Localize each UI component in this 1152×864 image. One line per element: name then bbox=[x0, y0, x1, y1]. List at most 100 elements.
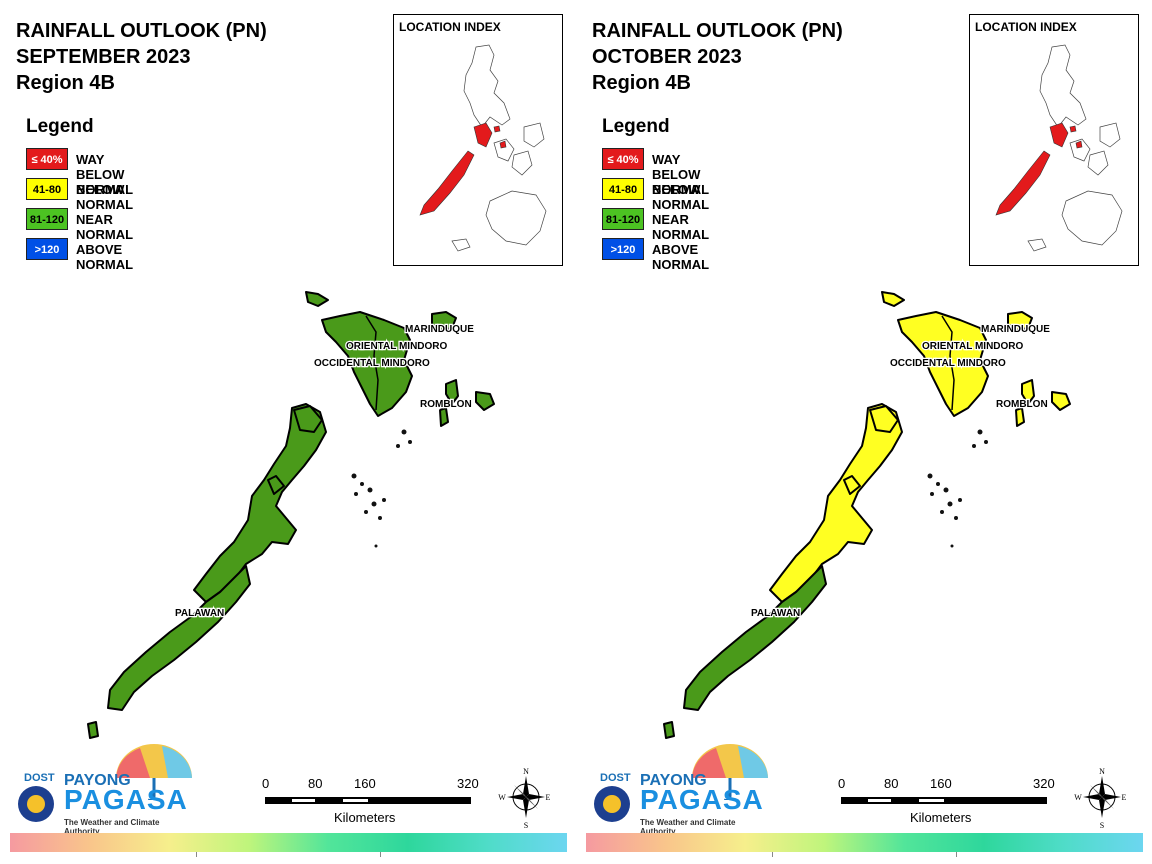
mindoro-provincial-boundary bbox=[365, 315, 379, 411]
dost-seal-icon bbox=[18, 786, 54, 822]
legend-label: BELOW NORMAL bbox=[76, 182, 134, 212]
label-marinduque: MARINDUQUE bbox=[405, 324, 474, 335]
inset-marinduque-highlight bbox=[1069, 125, 1077, 133]
mindoro-island bbox=[321, 311, 413, 417]
lubang-island bbox=[881, 291, 905, 307]
scale-bar: 0 80 160 320 Kilometers bbox=[262, 776, 492, 826]
title-line-2: OCTOBER 2023 bbox=[592, 46, 742, 68]
region-4b-map: MARINDUQUE ORIENTAL MINDORO OCCIDENTAL M… bbox=[87, 291, 495, 739]
logo-tagline: The Weather and Climate Authority bbox=[64, 818, 160, 836]
mindoro-provincial-boundary bbox=[941, 315, 955, 411]
legend: Legend ≤ 40% WAY BELOW NORMAL 41-80 BELO… bbox=[26, 116, 133, 272]
legend-label: NEAR NORMAL bbox=[652, 212, 710, 242]
dost-text: DOST bbox=[600, 772, 631, 784]
compass-n: N bbox=[523, 767, 529, 776]
umbrella-icon bbox=[116, 744, 192, 800]
compass-w: W bbox=[498, 793, 506, 802]
strip-tick bbox=[380, 852, 381, 857]
inset-label: LOCATION INDEX bbox=[975, 20, 1077, 34]
marinduque-island bbox=[1007, 311, 1033, 331]
north-arrow: N S W E bbox=[498, 766, 552, 832]
romblon-islands bbox=[439, 379, 495, 427]
scale-tick-label: 320 bbox=[1033, 776, 1055, 791]
inset-islands-south bbox=[451, 238, 471, 252]
legend-title: Legend bbox=[26, 116, 94, 137]
legend-item-way-below: ≤ 40% WAY BELOW NORMAL bbox=[602, 148, 709, 197]
payong-text: PAYONG bbox=[640, 772, 707, 789]
legend-swatch: ≤ 40% bbox=[26, 148, 68, 170]
philippines-outline-map bbox=[995, 44, 1123, 252]
legend-item-above: >120 ABOVE NORMAL bbox=[602, 238, 709, 272]
romblon-islands bbox=[1015, 379, 1071, 427]
inset-visayas-2 bbox=[511, 150, 533, 176]
legend-swatch: 41-80 bbox=[602, 178, 644, 200]
philippines-outline-map bbox=[419, 44, 547, 252]
legend-swatch: 81-120 bbox=[26, 208, 68, 230]
inset-label: LOCATION INDEX bbox=[399, 20, 501, 34]
compass-icon: N S W E bbox=[498, 767, 551, 830]
compass-n: N bbox=[1099, 767, 1105, 776]
legend-swatch: ≤ 40% bbox=[602, 148, 644, 170]
legend-item-below: 41-80 BELOW NORMAL bbox=[26, 178, 133, 212]
scale-tick-label: 320 bbox=[457, 776, 479, 791]
label-oriental-mindoro: ORIENTAL MINDORO bbox=[922, 341, 1024, 352]
inset-marinduque-highlight bbox=[493, 125, 501, 133]
label-romblon: ROMBLON bbox=[996, 399, 1048, 410]
scale-tick-label: 80 bbox=[884, 776, 899, 791]
title-line-2: SEPTEMBER 2023 bbox=[16, 46, 191, 68]
legend-label: WAY BELOW NORMAL bbox=[76, 152, 134, 197]
legend-label: BELOW NORMAL bbox=[652, 182, 710, 212]
scale-bar-graphic bbox=[265, 797, 471, 804]
title-line-3: Region 4B bbox=[592, 72, 691, 94]
payong-text: PAYONG bbox=[64, 772, 131, 789]
inset-visayas-1 bbox=[493, 138, 515, 162]
label-occidental-mindoro: OCCIDENTAL MINDORO bbox=[314, 358, 430, 369]
label-marinduque: MARINDUQUE bbox=[981, 324, 1050, 335]
scale-bar: 0 80 160 320 Kilometers bbox=[838, 776, 1068, 826]
title-line-1: RAINFALL OUTLOOK (PN) bbox=[592, 20, 843, 42]
legend: Legend ≤ 40% WAY BELOW NORMAL 41-80 BELO… bbox=[602, 116, 709, 272]
inset-palawan-highlight bbox=[419, 150, 475, 216]
scale-bar-graphic bbox=[841, 797, 1047, 804]
umbrella-icon bbox=[692, 744, 768, 800]
inset-samar bbox=[1099, 122, 1121, 148]
north-palawan bbox=[193, 403, 327, 603]
calamian-islands bbox=[267, 405, 323, 495]
payong-pagasa-logo: DOST PAYONG PAGASA The Weather and Clima… bbox=[592, 740, 772, 836]
region-4b-map: MARINDUQUE ORIENTAL MINDORO OCCIDENTAL M… bbox=[663, 291, 1071, 739]
inset-visayas-1 bbox=[1069, 138, 1091, 162]
legend-swatch: 81-120 bbox=[602, 208, 644, 230]
title-line-3: Region 4B bbox=[16, 72, 115, 94]
scale-tick-label: 160 bbox=[354, 776, 376, 791]
legend-swatch: >120 bbox=[26, 238, 68, 260]
september-outlook-panel: RAINFALL OUTLOOK (PN) SEPTEMBER 2023 Reg… bbox=[10, 14, 567, 857]
marinduque-island bbox=[431, 311, 457, 331]
footer-color-strip bbox=[10, 833, 567, 852]
inset-samar bbox=[523, 122, 545, 148]
balabac-islands bbox=[87, 721, 99, 739]
compass-icon: N S W E bbox=[1074, 767, 1126, 830]
location-index-inset: LOCATION INDEX bbox=[393, 14, 563, 266]
location-index-inset: LOCATION INDEX bbox=[969, 14, 1139, 266]
legend-item-near: 81-120 NEAR NORMAL bbox=[26, 208, 133, 242]
inset-luzon bbox=[1039, 44, 1087, 128]
legend-item-below: 41-80 BELOW NORMAL bbox=[602, 178, 709, 212]
label-occidental-mindoro: OCCIDENTAL MINDORO bbox=[890, 358, 1006, 369]
dost-seal-icon bbox=[594, 786, 630, 822]
inset-islands-south bbox=[1027, 238, 1047, 252]
balabac-islands bbox=[663, 721, 675, 739]
label-palawan: PALAWAN bbox=[751, 608, 800, 619]
legend-label: WAY BELOW NORMAL bbox=[652, 152, 710, 197]
inset-mindanao bbox=[485, 190, 547, 246]
pagasa-text: PAGASA bbox=[64, 784, 188, 815]
legend-item-way-below: ≤ 40% WAY BELOW NORMAL bbox=[26, 148, 133, 197]
legend-title: Legend bbox=[602, 116, 670, 137]
north-arrow: N S W E bbox=[1074, 766, 1128, 832]
strip-tick bbox=[772, 852, 773, 857]
compass-e: E bbox=[546, 793, 551, 802]
scale-unit-label: Kilometers bbox=[334, 810, 396, 825]
scale-tick-label: 160 bbox=[930, 776, 952, 791]
payong-pagasa-logo: DOST PAYONG PAGASA The Weather and Clima… bbox=[16, 740, 196, 836]
inset-mindanao bbox=[1061, 190, 1123, 246]
logo-tagline: The Weather and Climate Authority bbox=[640, 818, 736, 836]
